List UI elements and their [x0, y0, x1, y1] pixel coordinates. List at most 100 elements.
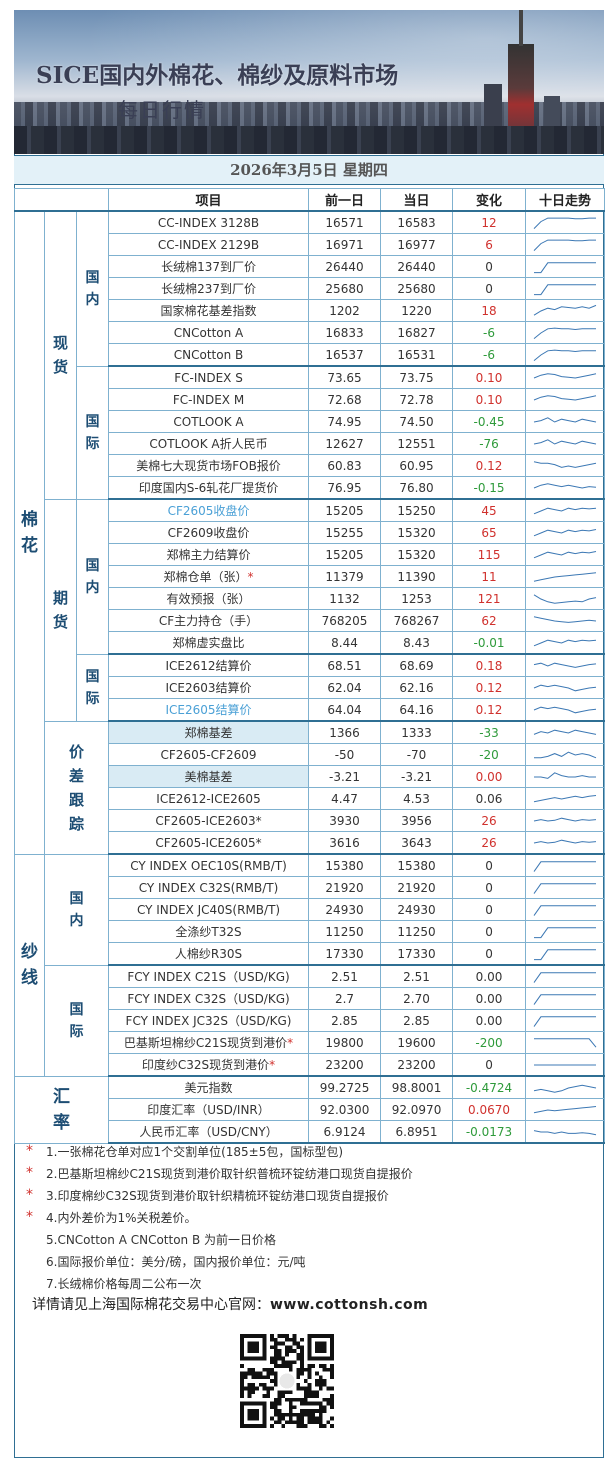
row-trend [525, 609, 606, 632]
row-item: 郑棉基差 [108, 720, 310, 744]
subcategory-spot: 现货 [44, 210, 77, 500]
row-change-value: 0 [452, 1053, 527, 1077]
row-item-label: CY INDEX OEC10S(RMB/T) [130, 858, 287, 873]
website-link[interactable]: www.cottonsh.com [270, 1297, 429, 1313]
row-prev-value: 1366 [308, 720, 382, 744]
row-change-value: 0 [452, 876, 527, 899]
trend-sparkline [533, 639, 597, 646]
trend-sparkline [533, 217, 597, 229]
row-item: ICE2612-ICE2605 [108, 787, 310, 810]
trend-line [533, 1015, 597, 1027]
row-change-value: 0.12 [452, 454, 527, 477]
trend-sparkline [533, 372, 597, 379]
market-table: 项目 前一日 当日 变化 十日走势 棉花现货国内 CC-INDEX 3128B 16… [13, 188, 606, 1144]
row-curr-value: 24930 [380, 898, 454, 921]
trend-sparkline [533, 327, 597, 339]
row-curr-value: 15320 [380, 543, 454, 566]
asterisk-marker: * [26, 1165, 33, 1181]
row-trend [525, 233, 606, 256]
row-trend [525, 410, 606, 433]
row-change-value: 11 [452, 565, 527, 588]
row-prev-value: 11250 [308, 920, 382, 943]
trend-line [533, 217, 597, 229]
row-trend [525, 565, 606, 588]
row-item: 印度纱C32S现货到港价* [108, 1053, 310, 1077]
region-international: 国际 [75, 653, 110, 722]
trend-sparkline [533, 882, 597, 894]
row-item: FCY INDEX JC32S（USD/KG) [108, 1009, 310, 1032]
row-change-value: 115 [452, 543, 527, 566]
row-curr-value: 64.16 [380, 698, 454, 722]
row-item: 印度汇率（USD/INR） [108, 1098, 310, 1121]
footnote: 7.长绒棉价格每周二公布一次 [46, 1277, 202, 1291]
row-curr-value: 72.78 [380, 388, 454, 411]
trend-sparkline [534, 751, 597, 758]
trend-line [533, 860, 597, 872]
footnote: 1.一张棉花仓单对应1个交割单位(185±5包，国标型包) [46, 1145, 344, 1159]
row-trend [525, 853, 606, 877]
table-row: 人民币汇率（USD/CNY） 6.9124 6.8951 -0.0173 [15, 1120, 606, 1144]
table-row: 印度国内S-6轧花厂提货价 76.95 76.80 -0.15 [15, 476, 606, 500]
trend-line [533, 639, 597, 646]
row-item-label: 郑棉仓单（张） [163, 570, 248, 584]
report-date: 2026年3月5日 星期四 [14, 155, 604, 185]
table-row: FCY INDEX C32S（USD/KG) 2.7 2.70 0.00 [15, 987, 606, 1010]
trend-sparkline [533, 706, 597, 713]
table-row: 印度汇率（USD/INR） 92.0300 92.0970 0.0670 [15, 1098, 606, 1121]
trend-sparkline [533, 904, 597, 916]
row-trend [525, 1075, 606, 1099]
row-item: COTLOOK A折人民币 [108, 432, 310, 455]
row-item-label: CNCotton A [173, 325, 244, 340]
region-domestic: 国内 [75, 498, 110, 655]
column-header-item: 项目 [108, 188, 310, 212]
row-prev-value: 12627 [308, 432, 382, 455]
row-item: CY INDEX OEC10S(RMB/T) [108, 853, 310, 877]
trend-line [533, 615, 597, 623]
row-prev-value: 21920 [308, 876, 382, 899]
row-trend [525, 831, 606, 855]
table-row: CF2605-ICE2603* 3930 3956 26 [15, 809, 606, 832]
row-change-value: 0 [452, 920, 527, 943]
row-item-label: FCY INDEX C32S（USD/KG) [127, 992, 290, 1006]
row-change-value: 0.0670 [452, 1098, 527, 1121]
row-change-value: -33 [452, 720, 527, 744]
trend-sparkline [533, 839, 597, 844]
row-prev-value: 16833 [308, 321, 382, 344]
row-curr-value: 8.43 [380, 631, 454, 655]
row-item-label: 巴基斯坦棉纱C21S现货到港价 [123, 1036, 288, 1050]
row-trend [525, 1009, 606, 1032]
trend-sparkline [533, 550, 597, 558]
category-fx: 汇率 [13, 1075, 110, 1144]
row-trend [525, 498, 606, 522]
row-item: CF主力持仓（手） [108, 609, 310, 632]
row-item: FC-INDEX M [108, 388, 310, 411]
row-prev-value: 62.04 [308, 676, 382, 699]
trend-sparkline [533, 593, 597, 604]
row-trend [525, 765, 606, 788]
row-change-value: 12 [452, 210, 527, 234]
footnote: 6.国际报价单位：美分/磅，国内报价单位：元/吨 [46, 1255, 306, 1269]
trend-sparkline [533, 794, 597, 802]
table-row: ICE2612-ICE2605 4.47 4.53 0.06 [15, 787, 606, 810]
row-item-label: CF2609收盘价 [167, 526, 250, 540]
row-item-label: 美元指数 [184, 1081, 233, 1095]
row-curr-value: 16977 [380, 233, 454, 256]
trend-line [533, 593, 597, 604]
trend-sparkline [533, 1105, 597, 1113]
row-item: 郑棉主力结算价 [108, 543, 310, 566]
table-row: 人棉纱R30S 17330 17330 0 [15, 942, 606, 966]
trend-line [533, 394, 597, 401]
row-change-value: -76 [452, 432, 527, 455]
row-curr-value: 3643 [380, 831, 454, 855]
row-prev-value: 74.95 [308, 410, 382, 433]
website-label: 详情请见上海国际棉花交易中心官网： [32, 1297, 270, 1313]
table-header-row: 项目 前一日 当日 变化 十日走势 [13, 188, 606, 212]
table-row: CF2605-CF2609 -50 -70 -20 [15, 743, 606, 766]
row-trend [525, 942, 606, 966]
row-trend [525, 1120, 606, 1144]
row-prev-value: 64.04 [308, 698, 382, 722]
row-item: ICE2605结算价 [108, 698, 310, 722]
row-trend [525, 631, 606, 655]
region-domestic: 国内 [43, 853, 110, 966]
trend-sparkline [534, 948, 597, 960]
